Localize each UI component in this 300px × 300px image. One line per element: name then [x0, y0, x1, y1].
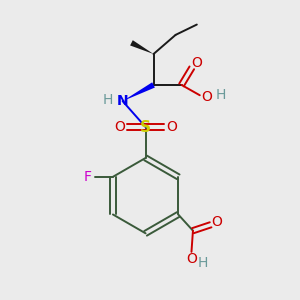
Text: F: F — [84, 170, 92, 184]
Text: O: O — [186, 252, 197, 266]
Text: H: H — [215, 88, 226, 102]
Text: H: H — [198, 256, 208, 270]
Text: O: O — [166, 120, 177, 134]
Polygon shape — [130, 40, 154, 54]
Text: S: S — [140, 119, 151, 134]
Text: O: O — [212, 215, 223, 229]
Text: H: H — [103, 93, 113, 106]
Text: O: O — [191, 56, 202, 70]
Text: O: O — [201, 90, 212, 104]
Text: O: O — [114, 120, 125, 134]
Text: N: N — [117, 94, 128, 108]
Polygon shape — [123, 82, 155, 101]
